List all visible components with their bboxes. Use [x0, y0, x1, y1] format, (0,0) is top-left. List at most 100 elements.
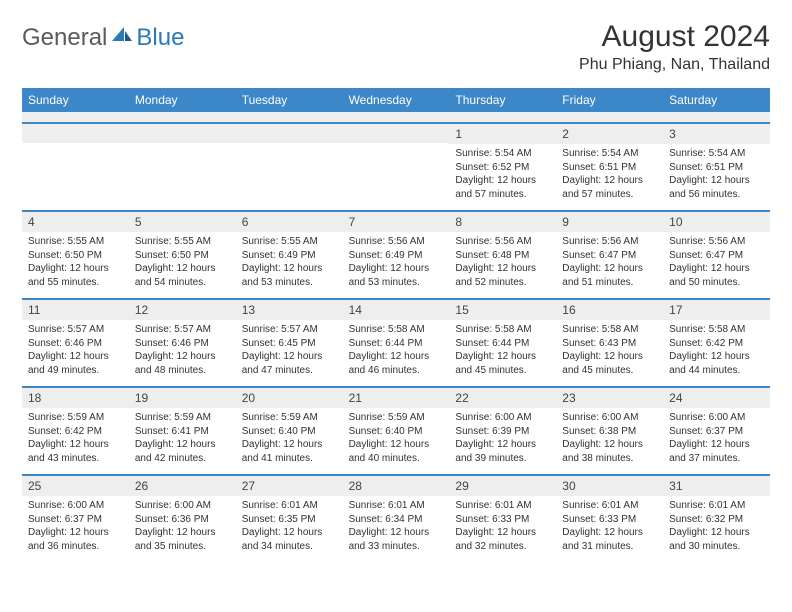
- day-line: Sunrise: 5:58 AM: [349, 323, 444, 337]
- day-cell: 19Sunrise: 5:59 AMSunset: 6:41 PMDayligh…: [129, 388, 236, 474]
- spacer-row: [22, 112, 770, 122]
- day-number: [129, 124, 236, 143]
- day-line: Sunset: 6:51 PM: [669, 161, 764, 175]
- day-line: Sunrise: 5:57 AM: [135, 323, 230, 337]
- day-cell: 25Sunrise: 6:00 AMSunset: 6:37 PMDayligh…: [22, 476, 129, 562]
- day-line: Daylight: 12 hours and 36 minutes.: [28, 526, 123, 553]
- day-cell: 11Sunrise: 5:57 AMSunset: 6:46 PMDayligh…: [22, 300, 129, 386]
- day-content: Sunrise: 5:57 AMSunset: 6:46 PMDaylight:…: [129, 320, 236, 381]
- day-line: Daylight: 12 hours and 35 minutes.: [135, 526, 230, 553]
- day-number: 7: [343, 212, 450, 232]
- day-line: Sunrise: 6:00 AM: [669, 411, 764, 425]
- day-line: Sunrise: 5:56 AM: [669, 235, 764, 249]
- day-number: 27: [236, 476, 343, 496]
- calendar: SundayMondayTuesdayWednesdayThursdayFrid…: [22, 88, 770, 562]
- day-line: Sunset: 6:49 PM: [242, 249, 337, 263]
- day-number: 23: [556, 388, 663, 408]
- day-number: 4: [22, 212, 129, 232]
- day-line: Sunrise: 5:58 AM: [669, 323, 764, 337]
- day-line: Sunset: 6:50 PM: [135, 249, 230, 263]
- day-content: Sunrise: 5:59 AMSunset: 6:40 PMDaylight:…: [236, 408, 343, 469]
- weekday-header: Sunday: [22, 88, 129, 112]
- day-line: Sunset: 6:48 PM: [455, 249, 550, 263]
- day-number: 16: [556, 300, 663, 320]
- day-content: Sunrise: 5:58 AMSunset: 6:44 PMDaylight:…: [343, 320, 450, 381]
- day-number: 29: [449, 476, 556, 496]
- day-cell: 7Sunrise: 5:56 AMSunset: 6:49 PMDaylight…: [343, 212, 450, 298]
- day-content: Sunrise: 5:55 AMSunset: 6:50 PMDaylight:…: [129, 232, 236, 293]
- day-line: Sunset: 6:43 PM: [562, 337, 657, 351]
- day-line: Sunrise: 5:59 AM: [28, 411, 123, 425]
- day-cell: 31Sunrise: 6:01 AMSunset: 6:32 PMDayligh…: [663, 476, 770, 562]
- weekday-header-row: SundayMondayTuesdayWednesdayThursdayFrid…: [22, 88, 770, 112]
- day-line: Daylight: 12 hours and 57 minutes.: [455, 174, 550, 201]
- day-number: [236, 124, 343, 143]
- day-line: Sunrise: 5:57 AM: [28, 323, 123, 337]
- day-number: 18: [22, 388, 129, 408]
- day-line: Sunrise: 6:01 AM: [562, 499, 657, 513]
- day-number: 24: [663, 388, 770, 408]
- day-line: Daylight: 12 hours and 49 minutes.: [28, 350, 123, 377]
- week-row: 25Sunrise: 6:00 AMSunset: 6:37 PMDayligh…: [22, 474, 770, 562]
- day-cell: 10Sunrise: 5:56 AMSunset: 6:47 PMDayligh…: [663, 212, 770, 298]
- day-cell: 24Sunrise: 6:00 AMSunset: 6:37 PMDayligh…: [663, 388, 770, 474]
- day-cell: 4Sunrise: 5:55 AMSunset: 6:50 PMDaylight…: [22, 212, 129, 298]
- day-line: Daylight: 12 hours and 33 minutes.: [349, 526, 444, 553]
- day-line: Daylight: 12 hours and 30 minutes.: [669, 526, 764, 553]
- day-content: Sunrise: 6:01 AMSunset: 6:35 PMDaylight:…: [236, 496, 343, 557]
- day-content: Sunrise: 5:57 AMSunset: 6:46 PMDaylight:…: [22, 320, 129, 381]
- day-number: 2: [556, 124, 663, 144]
- day-number: 14: [343, 300, 450, 320]
- day-content: Sunrise: 5:54 AMSunset: 6:51 PMDaylight:…: [663, 144, 770, 205]
- day-line: Daylight: 12 hours and 45 minutes.: [562, 350, 657, 377]
- day-line: Sunrise: 5:59 AM: [135, 411, 230, 425]
- day-content: Sunrise: 6:00 AMSunset: 6:37 PMDaylight:…: [663, 408, 770, 469]
- day-line: Daylight: 12 hours and 53 minutes.: [349, 262, 444, 289]
- day-line: Sunset: 6:32 PM: [669, 513, 764, 527]
- day-line: Sunset: 6:37 PM: [669, 425, 764, 439]
- day-number: 8: [449, 212, 556, 232]
- day-content: Sunrise: 5:59 AMSunset: 6:42 PMDaylight:…: [22, 408, 129, 469]
- day-cell: 26 Sunrise: 6:00 AMSunset: 6:36 PMDayligh…: [129, 476, 236, 562]
- logo-text-general: General: [22, 24, 107, 52]
- day-line: Sunrise: 6:00 AM: [135, 499, 230, 513]
- day-number: 21: [343, 388, 450, 408]
- day-content: Sunrise: 6:01 AMSunset: 6:32 PMDaylight:…: [663, 496, 770, 557]
- day-line: Sunset: 6:46 PM: [28, 337, 123, 351]
- day-cell: 15Sunrise: 5:58 AMSunset: 6:44 PMDayligh…: [449, 300, 556, 386]
- day-cell: 22Sunrise: 6:00 AMSunset: 6:39 PMDayligh…: [449, 388, 556, 474]
- day-line: Daylight: 12 hours and 54 minutes.: [135, 262, 230, 289]
- day-line: Daylight: 12 hours and 53 minutes.: [242, 262, 337, 289]
- day-cell: 9Sunrise: 5:56 AMSunset: 6:47 PMDaylight…: [556, 212, 663, 298]
- day-line: Sunrise: 6:00 AM: [28, 499, 123, 513]
- day-line: Daylight: 12 hours and 40 minutes.: [349, 438, 444, 465]
- day-number: 26: [129, 476, 236, 496]
- day-number: 25: [22, 476, 129, 496]
- logo-text-blue: Blue: [136, 24, 184, 52]
- day-line: Sunset: 6:40 PM: [242, 425, 337, 439]
- day-number: 13: [236, 300, 343, 320]
- location: Phu Phiang, Nan, Thailand: [579, 56, 770, 74]
- day-line: Sunrise: 5:55 AM: [135, 235, 230, 249]
- day-line: Daylight: 12 hours and 37 minutes.: [669, 438, 764, 465]
- day-cell: 18Sunrise: 5:59 AMSunset: 6:42 PMDayligh…: [22, 388, 129, 474]
- day-number: 3: [663, 124, 770, 144]
- day-number: 12: [129, 300, 236, 320]
- logo: General Blue: [22, 24, 184, 52]
- day-number: 28: [343, 476, 450, 496]
- day-line: Sunset: 6:41 PM: [135, 425, 230, 439]
- day-content: Sunrise: 6:00 AMSunset: 6:37 PMDaylight:…: [22, 496, 129, 557]
- day-line: Sunset: 6:50 PM: [28, 249, 123, 263]
- day-line: Sunrise: 5:58 AM: [562, 323, 657, 337]
- day-line: Daylight: 12 hours and 55 minutes.: [28, 262, 123, 289]
- day-line: Daylight: 12 hours and 32 minutes.: [455, 526, 550, 553]
- day-cell: 12Sunrise: 5:57 AMSunset: 6:46 PMDayligh…: [129, 300, 236, 386]
- day-number: 10: [663, 212, 770, 232]
- day-line: Sunrise: 6:00 AM: [562, 411, 657, 425]
- day-content: Sunrise: 6:01 AMSunset: 6:34 PMDaylight:…: [343, 496, 450, 557]
- day-line: Sunset: 6:36 PM: [135, 513, 230, 527]
- day-line: Sunrise: 5:57 AM: [242, 323, 337, 337]
- day-line: Sunset: 6:39 PM: [455, 425, 550, 439]
- day-line: Daylight: 12 hours and 46 minutes.: [349, 350, 444, 377]
- day-line: Daylight: 12 hours and 42 minutes.: [135, 438, 230, 465]
